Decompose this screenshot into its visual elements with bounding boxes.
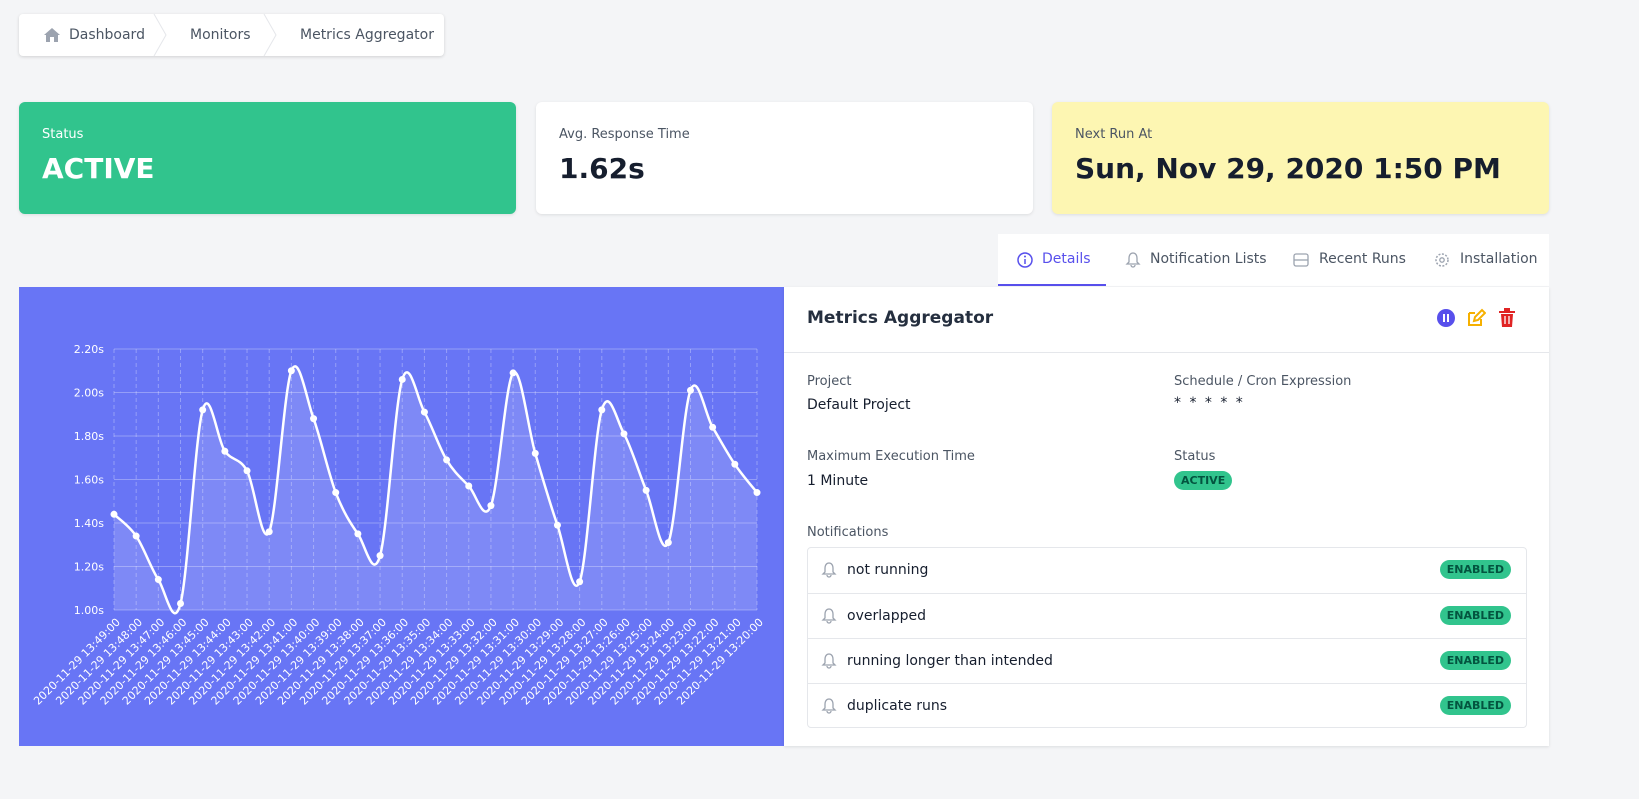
y-tick-label: 1.40s [74,517,104,530]
divider [784,352,1549,353]
bell-icon [821,562,837,578]
stat-value: ACTIVE [42,152,155,185]
notification-name: running longer than intended [847,653,1053,669]
point [132,532,140,540]
stat-card: Next Run At Sun, Nov 29, 2020 1:50 PM [1052,102,1549,214]
point [265,528,273,536]
y-tick-label: 1.60s [74,474,104,487]
tab[interactable]: Installation [1460,251,1538,267]
point [576,578,584,586]
notification-row: duplicate runs ENABLED [808,683,1526,729]
info-icon [1017,252,1033,268]
breadcrumb-item[interactable]: Dashboard [69,27,145,43]
field-value: Default Project [807,397,911,413]
tab[interactable]: Notification Lists [1150,251,1267,267]
point [465,482,473,490]
point [598,406,606,414]
server-icon [1293,253,1309,267]
stat-card: Status ACTIVE [19,102,516,214]
point [310,415,318,423]
line-area [114,366,757,614]
point [443,456,451,464]
point [287,367,295,375]
notification-name: not running [847,562,929,578]
field-label: Maximum Execution Time [807,449,975,464]
y-tick-label: 1.80s [74,430,104,443]
breadcrumb-item[interactable]: Metrics Aggregator [300,27,434,43]
point [398,375,406,383]
notification-name: duplicate runs [847,698,948,714]
point [420,408,428,416]
pause-button[interactable] [1436,308,1456,328]
point [709,423,717,431]
point [509,369,517,377]
field-label: Status [1174,449,1216,464]
notification-row: not running ENABLED [808,548,1526,593]
point [221,447,229,455]
stat-label: Next Run At [1075,127,1153,142]
field-label: Schedule / Cron Expression [1174,374,1352,389]
point [731,460,739,468]
separator [153,14,167,56]
chart-panel: 1.00s 1.20s 1.40s 1.60s 1.80s 2.00s 2.20s 2020-… [19,287,784,746]
point [376,552,384,560]
breadcrumb-item[interactable]: Monitors [190,27,251,43]
point [332,489,340,497]
notification-badge: ENABLED [1439,606,1511,625]
stat-value: Sun, Nov 29, 2020 1:50 PM [1075,152,1501,185]
stat-label: Avg. Response Time [559,127,690,142]
notification-badge: ENABLED [1439,696,1511,715]
point [243,467,251,475]
point [664,539,672,547]
stat-card: Avg. Response Time 1.62s [536,102,1033,214]
point [686,386,694,394]
tab[interactable]: Details [1042,251,1091,267]
point [199,406,207,414]
notification-row: overlapped ENABLED [808,593,1526,639]
y-tick-label: 2.20s [74,343,104,356]
active-tab-indicator [998,284,1106,286]
point [553,521,561,529]
stat-value: 1.62s [559,152,645,185]
y-tick-label: 1.20s [74,561,104,574]
point [354,530,362,538]
gear-icon [1435,253,1449,267]
point [154,576,162,584]
details-title: Metrics Aggregator [807,308,994,328]
point [177,599,185,607]
stat-label: Status [42,127,84,142]
tab[interactable]: Recent Runs [1319,251,1406,267]
details-panel: Metrics Aggregator Project Default Proje… [784,287,1549,746]
separator [263,14,277,56]
point [620,430,628,438]
y-tick-label: 2.00s [74,387,104,400]
breadcrumbs: Dashboard Monitors Metrics Aggregator [19,14,444,56]
bell-icon [821,653,837,669]
notifications-title: Notifications [807,525,889,540]
point [642,486,650,494]
point [487,502,495,510]
notifications-list: not running ENABLED overlapped ENABLED runni… [807,547,1527,728]
tabs: Details Notification Lists Recent Runs I… [998,234,1549,286]
field-value: 1 Minute [807,473,869,489]
point [531,449,539,457]
notification-badge: ENABLED [1439,560,1511,579]
field-label: Project [807,374,852,389]
point [110,510,118,518]
field-value: * * * * * [1174,395,1245,411]
edit-button[interactable] [1466,308,1486,328]
y-tick-label: 1.00s [74,604,104,617]
bell-icon [821,608,837,624]
notification-row: running longer than intended ENABLED [808,638,1526,684]
delete-button[interactable] [1498,308,1516,328]
bell-icon [1125,252,1141,268]
notification-name: overlapped [847,608,926,624]
bell-icon [821,698,837,714]
status-badge: ACTIVE [1174,471,1233,490]
point [753,489,761,497]
home-icon [44,28,60,42]
chart: 1.00s1.20s1.40s1.60s1.80s2.00s2.20s2020-… [31,343,766,708]
notification-badge: ENABLED [1439,651,1511,670]
